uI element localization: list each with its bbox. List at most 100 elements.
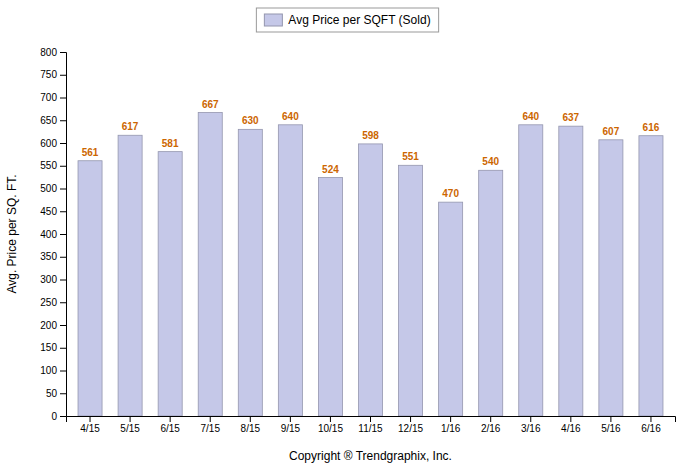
- y-tick-mark: [60, 189, 66, 190]
- y-tick: 0: [51, 411, 66, 422]
- y-axis: 0501001502002503003504004505005506006507…: [40, 47, 66, 422]
- x-tick-mark: [410, 416, 411, 422]
- y-tick-mark: [60, 280, 66, 281]
- y-tick-label: 100: [40, 365, 57, 376]
- y-tick: 600: [40, 138, 66, 149]
- x-tick-mark: [250, 416, 251, 422]
- y-tick-label: 450: [40, 206, 57, 217]
- y-tick: 500: [40, 183, 66, 194]
- y-tick-label: 750: [40, 69, 57, 80]
- y-tick-mark: [60, 166, 66, 167]
- bar: [118, 135, 142, 416]
- bar: [479, 170, 503, 416]
- x-tick-label: 9/15: [281, 423, 301, 434]
- bar: [399, 165, 423, 416]
- x-tick-label: 8/15: [241, 423, 261, 434]
- y-tick: 750: [40, 69, 66, 80]
- y-tick-label: 350: [40, 251, 57, 262]
- x-tick-label: 5/15: [120, 423, 140, 434]
- y-tick-mark: [60, 98, 66, 99]
- y-tick: 800: [40, 47, 66, 58]
- x-tick: 9/15: [281, 416, 301, 434]
- x-tick-mark: [370, 416, 371, 422]
- x-axis: 4/155/156/157/158/159/1510/1511/1512/151…: [67, 416, 676, 434]
- bar: [559, 126, 583, 416]
- x-axis-line: [67, 417, 676, 423]
- y-tick: 450: [40, 206, 66, 217]
- y-tick-label: 800: [40, 47, 57, 58]
- data-label: 616: [643, 122, 660, 133]
- bar: [158, 152, 182, 416]
- y-tick-label: 0: [51, 411, 57, 422]
- x-axis-title: Copyright ® Trendgraphix, Inc.: [289, 449, 452, 463]
- x-tick-mark: [650, 416, 651, 422]
- bar: [238, 129, 262, 416]
- y-tick-mark: [60, 211, 66, 212]
- x-tick: 5/16: [601, 416, 621, 434]
- bar: [639, 136, 663, 416]
- y-tick-mark: [60, 234, 66, 235]
- x-tick-mark: [330, 416, 331, 422]
- data-labels: 5616175816676306405245985514705406406376…: [82, 99, 660, 200]
- x-tick-mark: [90, 416, 91, 422]
- y-tick-mark: [60, 52, 66, 53]
- x-tick-mark: [530, 416, 531, 422]
- y-tick-mark: [60, 325, 66, 326]
- y-tick: 200: [40, 320, 66, 331]
- y-tick-label: 50: [46, 388, 58, 399]
- y-tick-label: 200: [40, 320, 57, 331]
- x-tick-mark: [210, 416, 211, 422]
- y-tick-mark: [60, 143, 66, 144]
- x-tick-label: 2/16: [481, 423, 501, 434]
- y-tick-label: 300: [40, 274, 57, 285]
- bar: [599, 140, 623, 416]
- x-tick-label: 7/15: [201, 423, 221, 434]
- data-label: 617: [122, 121, 139, 132]
- x-tick: 10/15: [318, 416, 343, 434]
- data-label: 561: [82, 147, 99, 158]
- y-tick-label: 150: [40, 342, 57, 353]
- data-label: 630: [242, 115, 259, 126]
- x-tick: 1/16: [441, 416, 461, 434]
- y-tick: 250: [40, 297, 66, 308]
- x-tick: 2/16: [481, 416, 501, 434]
- bar: [278, 125, 302, 416]
- data-label: 640: [282, 111, 299, 122]
- bar: [439, 202, 463, 416]
- data-label: 551: [402, 151, 419, 162]
- data-label: 667: [202, 99, 219, 110]
- y-tick-mark: [60, 75, 66, 76]
- bars: [78, 113, 663, 416]
- bar: [358, 144, 382, 416]
- bar: [318, 178, 342, 416]
- data-label: 540: [482, 156, 499, 167]
- y-tick-label: 400: [40, 229, 57, 240]
- x-tick: 11/15: [358, 416, 383, 434]
- y-tick: 150: [40, 342, 66, 353]
- x-tick: 6/16: [641, 416, 661, 434]
- data-label: 581: [162, 138, 179, 149]
- x-tick-mark: [610, 416, 611, 422]
- x-tick-label: 10/15: [318, 423, 343, 434]
- y-tick-label: 500: [40, 183, 57, 194]
- data-label: 524: [322, 164, 339, 175]
- y-axis-line: [60, 53, 67, 417]
- y-tick-label: 650: [40, 115, 57, 126]
- data-label: 598: [362, 130, 379, 141]
- x-tick-label: 12/15: [398, 423, 423, 434]
- y-axis-title: Avg. Price per SQ. FT.: [5, 174, 19, 293]
- y-tick-label: 700: [40, 92, 57, 103]
- chart: 0501001502002503003504004505005506006507…: [0, 0, 695, 472]
- x-tick-label: 4/15: [80, 423, 100, 434]
- x-tick-mark: [290, 416, 291, 422]
- x-tick-label: 6/16: [641, 423, 661, 434]
- bar: [198, 113, 222, 416]
- x-tick-label: 3/16: [521, 423, 541, 434]
- x-tick: 4/16: [561, 416, 581, 434]
- x-tick-mark: [570, 416, 571, 422]
- y-tick-mark: [60, 416, 66, 417]
- x-tick-mark: [450, 416, 451, 422]
- bar: [519, 125, 543, 416]
- data-label: 637: [562, 112, 579, 123]
- x-tick-label: 11/15: [358, 423, 383, 434]
